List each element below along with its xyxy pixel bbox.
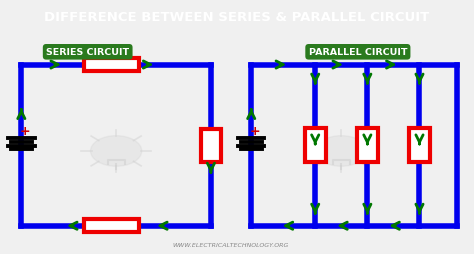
Circle shape bbox=[316, 136, 367, 167]
Text: +: + bbox=[20, 124, 30, 137]
Circle shape bbox=[91, 136, 142, 167]
Text: SERIES CIRCUIT: SERIES CIRCUIT bbox=[46, 48, 129, 57]
Bar bbox=[305, 129, 326, 163]
Text: DIFFERENCE BETWEEN SERIES & PARALLEL CIRCUIT: DIFFERENCE BETWEEN SERIES & PARALLEL CIR… bbox=[45, 11, 429, 24]
Bar bbox=[84, 59, 139, 71]
Bar bbox=[357, 129, 378, 163]
Text: WWW.ELECTRICALTECHNOLOGY.ORG: WWW.ELECTRICALTECHNOLOGY.ORG bbox=[173, 242, 289, 247]
Bar bbox=[84, 220, 139, 232]
Bar bbox=[409, 129, 430, 163]
Text: PARALLEL CIRCUIT: PARALLEL CIRCUIT bbox=[309, 48, 407, 57]
Text: +: + bbox=[250, 124, 260, 137]
Bar bbox=[201, 129, 221, 162]
